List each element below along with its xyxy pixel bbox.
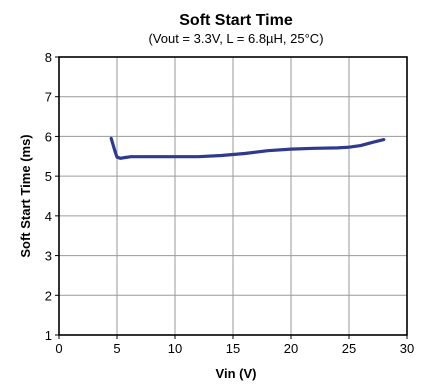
x-axis-label: Vin (V) <box>216 366 257 381</box>
y-tick-label: 1 <box>45 328 52 343</box>
series-layer <box>109 136 386 160</box>
y-tick-label: 5 <box>45 169 52 184</box>
y-axis-label: Soft Start Time (ms) <box>18 134 33 257</box>
y-tick-label: 6 <box>45 129 52 144</box>
chart-title: Soft Start Time <box>179 12 293 29</box>
x-tick-label: 25 <box>342 341 356 356</box>
x-tick-label: 5 <box>113 341 120 356</box>
chart-subtitle: (Vout = 3.3V, L = 6.8µH, 25°C) <box>148 31 323 46</box>
y-tick-label: 3 <box>45 249 52 264</box>
x-tick-label: 0 <box>55 341 62 356</box>
y-tick-label: 2 <box>45 288 52 303</box>
soft-start-time-series-line <box>109 136 386 160</box>
grid-lines <box>59 57 407 335</box>
y-tick-label: 7 <box>45 90 52 105</box>
x-tick-label: 15 <box>226 341 240 356</box>
x-tick-label: 10 <box>168 341 182 356</box>
x-tick-label: 30 <box>400 341 414 356</box>
axis-tick-labels: 0 5 10 15 20 25 30 1 2 3 4 5 6 7 8 <box>45 50 414 356</box>
y-tick-label: 4 <box>45 209 52 224</box>
x-tick-label: 20 <box>284 341 298 356</box>
y-tick-label: 8 <box>45 50 52 65</box>
